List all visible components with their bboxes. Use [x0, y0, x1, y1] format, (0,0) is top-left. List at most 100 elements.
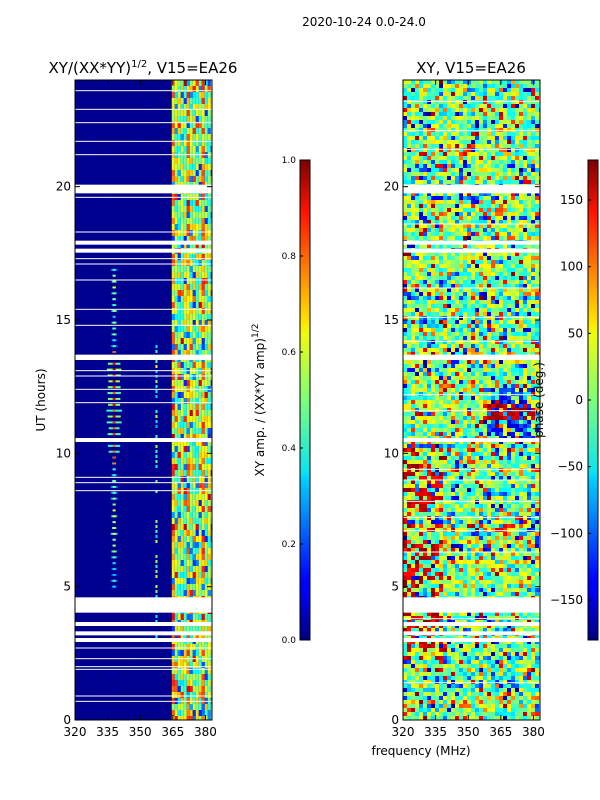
phase-cell	[523, 80, 527, 84]
phase-cell	[471, 280, 475, 284]
phase-cell	[411, 388, 415, 392]
amplitude-cell	[189, 422, 193, 428]
phase-cell	[451, 292, 455, 296]
phase-cell	[491, 396, 495, 400]
amplitude-cell	[177, 482, 181, 488]
amplitude-cell	[177, 674, 181, 680]
amplitude-cell	[201, 626, 205, 632]
phase-cell	[403, 196, 407, 200]
phase-cell	[407, 220, 411, 224]
x-tick-label: 365	[161, 725, 184, 739]
amplitude-cell	[183, 704, 187, 710]
phase-cell	[423, 348, 427, 352]
amplitude-cell	[171, 128, 175, 134]
amplitude-cell	[204, 272, 208, 278]
phase-cell	[483, 296, 487, 300]
phase-cell	[499, 132, 503, 136]
phase-cell	[415, 316, 419, 320]
phase-cell	[507, 396, 511, 400]
colorbar-tick-label: 0.6	[282, 348, 297, 358]
phase-cell	[471, 372, 475, 376]
amplitude-cell	[100, 350, 107, 352]
phase-cell	[431, 200, 435, 204]
phase-cell	[531, 304, 535, 308]
phase-cell	[415, 392, 419, 396]
phase-cell	[495, 336, 499, 340]
phase-cell	[483, 88, 487, 92]
phase-cell	[427, 220, 431, 224]
phase-cell	[479, 276, 483, 280]
phase-cell	[487, 252, 491, 256]
phase-cell	[491, 112, 495, 116]
amplitude-cell	[192, 128, 196, 134]
amplitude-cell	[174, 98, 178, 104]
amplitude-cell	[183, 128, 187, 134]
phase-cell	[403, 212, 407, 216]
phase-cell	[487, 192, 491, 196]
amplitude-cell	[204, 578, 208, 584]
amplitude-cell	[201, 218, 205, 224]
phase-cell	[443, 296, 447, 300]
phase-cell	[419, 384, 423, 388]
phase-cell	[407, 400, 411, 404]
phase-cell	[427, 336, 431, 340]
phase-cell	[471, 128, 475, 132]
amplitude-cell	[171, 590, 175, 596]
phase-cell	[403, 300, 407, 304]
amplitude-cell	[207, 218, 211, 224]
phase-cell	[451, 372, 455, 376]
phase-cell	[407, 196, 411, 200]
phase-cell	[507, 96, 511, 100]
amplitude-cell	[201, 98, 205, 104]
phase-cell	[483, 360, 487, 364]
amplitude-cell	[198, 128, 202, 134]
phase-cell	[407, 272, 411, 276]
phase-cell	[463, 168, 467, 172]
phase-cell	[479, 348, 483, 352]
phase-cell	[415, 276, 419, 280]
phase-cell	[523, 124, 527, 128]
phase-cell	[483, 156, 487, 160]
phase-cell	[439, 360, 443, 364]
phase-cell	[403, 232, 407, 236]
amplitude-cell	[180, 506, 184, 512]
phase-cell	[419, 132, 423, 136]
phase-cell	[443, 140, 447, 144]
amplitude-cell	[88, 136, 96, 138]
amplitude-cell	[180, 404, 184, 410]
amplitude-cell	[192, 554, 196, 560]
amplitude-cell	[174, 470, 178, 476]
phase-cell	[439, 396, 443, 400]
phase-cell	[519, 216, 523, 220]
amplitude-cell	[177, 230, 181, 236]
phase-cell	[451, 128, 455, 132]
phase-cell	[415, 332, 419, 336]
amplitude-cell	[171, 458, 175, 464]
phase-cell	[471, 136, 475, 140]
amplitude-cell	[189, 476, 193, 482]
amplitude-cell	[186, 212, 190, 218]
amplitude-cell	[189, 200, 193, 206]
phase-cell	[435, 388, 439, 392]
amplitude-cell	[177, 128, 181, 134]
amplitude-cell	[195, 290, 199, 296]
phase-cell	[515, 232, 519, 236]
phase-cell	[455, 328, 459, 332]
amplitude-cell	[192, 452, 196, 458]
flagged-gap	[75, 370, 212, 372]
amplitude-cell	[204, 170, 208, 176]
amplitude-cell	[174, 392, 178, 398]
amplitude-cell	[186, 362, 190, 368]
phase-cell	[443, 372, 447, 376]
amplitude-cell	[183, 302, 187, 308]
phase-cell	[451, 312, 455, 316]
phase-cell	[463, 412, 467, 416]
phase-cell	[515, 204, 519, 208]
phase-cell	[535, 148, 539, 152]
phase-cell	[463, 228, 467, 232]
phase-cell	[447, 412, 451, 416]
phase-cell	[487, 328, 491, 332]
phase-cell	[419, 124, 423, 128]
phase-cell	[423, 124, 427, 128]
amplitude-cell	[198, 392, 202, 398]
